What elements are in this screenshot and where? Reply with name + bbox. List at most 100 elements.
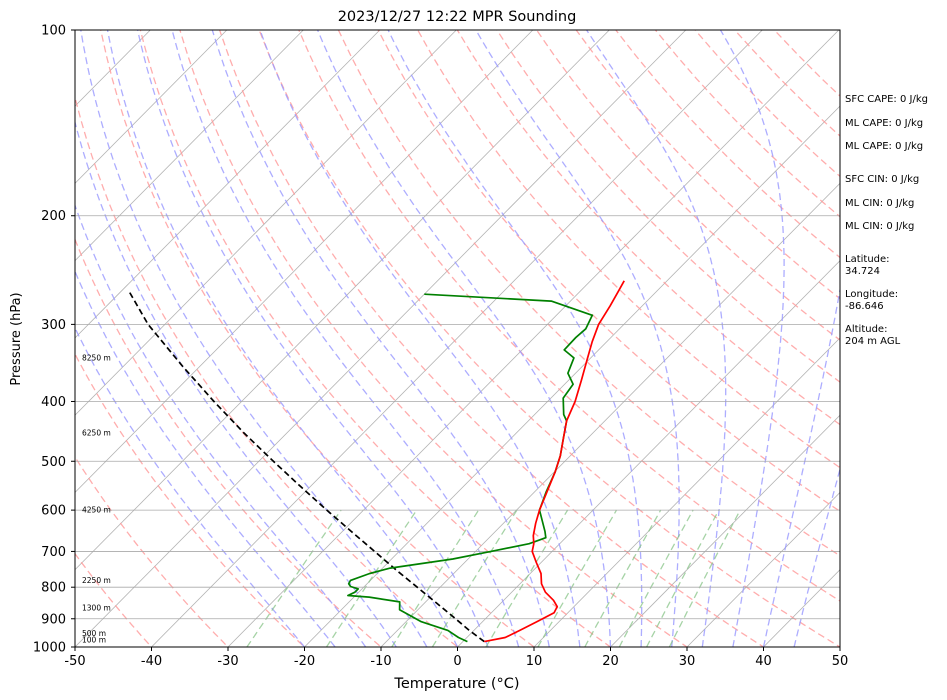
moist-adiabat-line: [793, 466, 840, 647]
y-tick-label: 1000: [33, 641, 66, 656]
moist-adiabat-line: [171, 30, 520, 647]
y-tick-label: 900: [41, 612, 66, 627]
background-lines: [75, 30, 840, 647]
y-tick-label: 800: [41, 581, 66, 596]
indices-panel: SFC CAPE: 0 J/kg ML CAPE: 0 J/kg ML CAPE…: [845, 94, 928, 232]
height-label: 6250 m: [82, 429, 111, 438]
dry-adiabat-line: [298, 30, 840, 602]
y-tick-label: 400: [41, 395, 66, 410]
dry-adiabat-line: [456, 30, 840, 426]
x-axis: -50 -40 -30 -20 -10 0 10 20 30 40 50: [64, 647, 848, 669]
isotherm-line: [75, 30, 457, 416]
y-tick-label: 600: [41, 504, 66, 519]
ml-cin-1: ML CIN: 0 J/kg: [845, 198, 914, 209]
moist-adiabat-line: [259, 30, 581, 647]
dry-adiabat-line: [496, 30, 840, 383]
moist-adiabat-line: [586, 30, 727, 647]
y-tick-label: 100: [41, 24, 66, 39]
sfc-cin: SFC CIN: 0 J/kg: [845, 174, 919, 185]
isotherm-line: [75, 30, 687, 647]
isotherm-line: [533, 337, 840, 647]
height-label: 8250 m: [82, 353, 111, 362]
isotherm-line: [75, 30, 381, 339]
ml-cape-1: ML CAPE: 0 J/kg: [845, 118, 923, 129]
isotherm-line: [227, 30, 840, 647]
moist-adiabat-line: [75, 326, 305, 647]
isotherm-line: [380, 182, 840, 647]
x-tick-label: -30: [217, 654, 238, 669]
height-label: 500 m: [82, 629, 106, 638]
isotherm-line: [304, 105, 840, 647]
y-tick-label: 200: [41, 209, 66, 224]
isotherm-line: [151, 30, 763, 647]
dry-adiabat-line: [258, 30, 840, 647]
x-tick-label: -10: [370, 654, 391, 669]
y-tick-label: 300: [41, 318, 66, 333]
x-tick-label: 50: [832, 654, 849, 669]
moist-adiabat-line: [211, 30, 550, 647]
height-label: 4250 m: [82, 506, 111, 515]
dry-adiabat-line: [179, 30, 689, 647]
x-tick-label: -50: [64, 654, 85, 669]
mixing-ratio-line: [431, 509, 518, 647]
isotherm-line: [75, 30, 610, 571]
isotherm-line: [610, 414, 840, 647]
height-label: 100 m: [82, 636, 106, 645]
moist-adiabat-line: [719, 30, 785, 647]
dry-adiabat-line: [100, 30, 536, 647]
isotherm-line: [75, 30, 534, 494]
x-tick-label: 20: [602, 654, 619, 669]
temperature-trace: [484, 280, 625, 643]
moist-adiabat-line: [80, 30, 428, 647]
dry-adiabat-line: [536, 30, 840, 341]
x-tick-label: -20: [294, 654, 315, 669]
sfc-cape: SFC CAPE: 0 J/kg: [845, 94, 928, 105]
latitude-label: Latitude:: [845, 254, 890, 265]
location-panel: Latitude: 34.724 Longitude: -86.646 Alti…: [845, 254, 901, 347]
dry-adiabat-line: [75, 455, 229, 647]
longitude-value: -86.646: [845, 301, 884, 312]
isotherm-line: [75, 30, 228, 184]
dry-adiabat-line: [377, 30, 840, 513]
moist-adiabat-line: [136, 30, 489, 647]
dry-adiabat-line: [75, 352, 306, 647]
x-axis-label: Temperature (°C): [393, 676, 519, 692]
isobar-grid: [75, 215, 840, 620]
dry-adiabat-line: [575, 30, 840, 300]
ml-cin-2: ML CIN: 0 J/kg: [845, 221, 914, 232]
y-tick-label: 700: [41, 545, 66, 560]
height-label: 2250 m: [82, 576, 111, 585]
x-tick-label: 0: [453, 654, 461, 669]
dry-adiabat-line: [75, 552, 153, 647]
moist-adiabat-line: [75, 203, 367, 647]
dry-adiabat-line: [218, 30, 765, 647]
y-tick-label: 500: [41, 455, 66, 470]
latitude-value: 34.724: [845, 266, 880, 277]
moist-adiabat-line: [387, 30, 643, 647]
y-axis: 1000 900 800 700 600 500 400 300 200 100: [33, 24, 75, 656]
mixing-ratio-line: [325, 509, 418, 647]
height-label: 1300 m: [82, 604, 111, 613]
dry-adiabat-line: [337, 30, 840, 557]
dry-adiabat-line: [417, 30, 840, 469]
ml-cape-2: ML CAPE: 0 J/kg: [845, 141, 923, 152]
moist-adiabat-line: [75, 119, 397, 647]
x-tick-label: -40: [141, 654, 162, 669]
x-tick-label: 30: [679, 654, 696, 669]
moist-adiabat-line: [75, 269, 336, 647]
dewpoint-trace: [347, 293, 594, 643]
sounding-traces: [128, 280, 625, 643]
moist-adiabat-line: [762, 286, 840, 647]
longitude-label: Longitude:: [845, 289, 898, 300]
y-axis-label: Pressure (hPa): [9, 292, 24, 385]
parcel-trace: [128, 290, 485, 643]
altitude-value: 204 m AGL: [845, 336, 901, 347]
x-tick-label: 10: [526, 654, 543, 669]
mixing-ratio-line: [584, 509, 662, 647]
isotherm-line: [686, 491, 840, 647]
plot-frame: [74, 29, 841, 648]
moist-adiabat-line: [317, 30, 612, 647]
isotherm-line: [75, 30, 304, 262]
